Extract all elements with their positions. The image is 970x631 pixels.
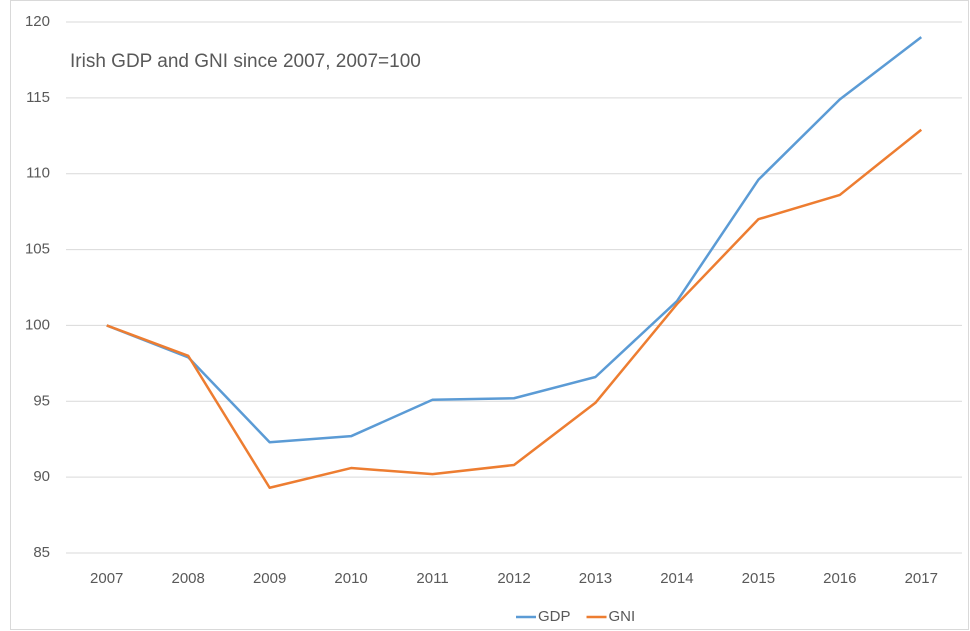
x-tick-label: 2011 (416, 570, 448, 587)
y-tick-label: 85 (33, 544, 50, 561)
y-tick-label: 90 (33, 468, 50, 485)
y-tick-label: 110 (26, 165, 50, 182)
x-tick-label: 2013 (579, 570, 612, 587)
y-tick-label: 95 (33, 392, 50, 409)
x-tick-label: 2014 (660, 570, 693, 587)
x-tick-label: 2015 (742, 570, 775, 587)
legend-label: GNI (609, 608, 636, 625)
y-tick-label: 120 (25, 13, 50, 30)
x-tick-label: 2012 (497, 570, 530, 587)
x-tick-label: 2016 (823, 570, 856, 587)
y-tick-label: 115 (26, 89, 50, 106)
x-tick-label: 2010 (334, 570, 367, 587)
line-series (106, 128, 923, 490)
line-series (106, 36, 923, 444)
x-tick-label: 2009 (253, 570, 286, 587)
x-tick-label: 2017 (905, 570, 938, 587)
x-tick-label: 2008 (171, 570, 204, 587)
legend-label: GDP (538, 608, 571, 625)
y-tick-label: 100 (25, 316, 50, 333)
chart-frame (10, 0, 969, 630)
chart-title: Irish GDP and GNI since 2007, 2007=100 (70, 51, 421, 72)
y-tick-label: 105 (25, 241, 50, 258)
x-tick-label: 2007 (90, 570, 123, 587)
